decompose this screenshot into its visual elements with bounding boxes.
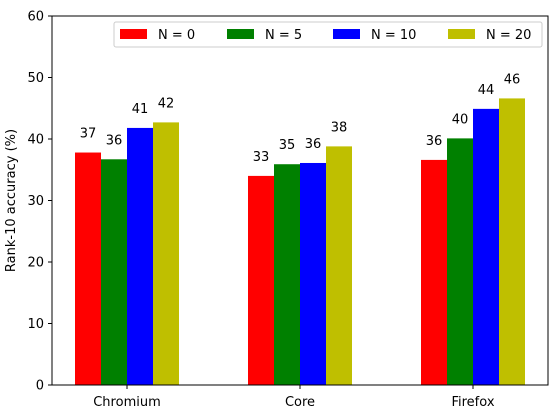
value-label: 36: [106, 133, 123, 148]
y-tick-label: 10: [27, 317, 44, 332]
bar-chromium-series-3: [153, 122, 179, 385]
bar-chromium-series-0: [75, 152, 101, 385]
bar-core-series-2: [300, 162, 326, 385]
legend-swatch: [227, 29, 254, 39]
bar-firefox-series-3: [499, 98, 525, 385]
x-tick-label: Firefox: [451, 395, 494, 410]
value-label: 46: [504, 72, 521, 87]
value-label: 38: [331, 120, 348, 135]
legend-label: N = 5: [265, 28, 302, 43]
legend-swatch: [448, 29, 475, 39]
bar-firefox-series-2: [473, 108, 499, 386]
value-label: 33: [253, 150, 270, 165]
y-tick-label: 0: [36, 379, 44, 394]
value-label: 41: [132, 102, 149, 117]
bar-core-series-1: [274, 164, 300, 385]
legend-label: N = 10: [371, 28, 416, 43]
y-tick-label: 50: [27, 71, 44, 86]
legend-swatch: [120, 29, 147, 39]
value-label: 36: [305, 137, 322, 152]
value-label: 42: [158, 96, 175, 111]
legend-label: N = 20: [486, 28, 531, 43]
legend-swatch: [333, 29, 360, 39]
x-tick-label: Chromium: [93, 395, 161, 410]
bars-layer: [75, 98, 525, 386]
legend-box: [113, 21, 543, 48]
y-axis-label: Rank-10 accuracy (%): [4, 129, 19, 272]
legend-label: N = 0: [158, 28, 195, 43]
bar-core-series-0: [248, 175, 274, 385]
y-tick-label: 20: [27, 256, 44, 271]
value-label: 36: [426, 134, 443, 149]
bar-firefox-series-0: [421, 159, 447, 385]
value-label: 44: [478, 83, 495, 98]
value-label: 37: [80, 127, 97, 142]
y-tick-label: 40: [27, 133, 44, 148]
value-label: 35: [279, 138, 296, 153]
y-tick-label: 60: [27, 10, 44, 25]
legend: N = 0 N = 5 N = 10 N = 20: [113, 21, 543, 48]
bar-chromium-series-2: [127, 127, 153, 386]
x-tick-label: Core: [285, 395, 315, 410]
bar-core-series-3: [326, 146, 352, 385]
y-tick-label: 30: [27, 194, 44, 209]
bar-firefox-series-1: [447, 138, 473, 385]
y-axis: 0 10 20 30 40 50 60: [27, 10, 52, 394]
value-label: 40: [452, 112, 469, 127]
x-axis: Chromium Core Firefox: [93, 385, 495, 410]
value-labels-layer: 37 36 41 42 33 35 36 38 36 40 44 46: [80, 72, 521, 164]
bar-chromium-series-1: [101, 159, 127, 385]
